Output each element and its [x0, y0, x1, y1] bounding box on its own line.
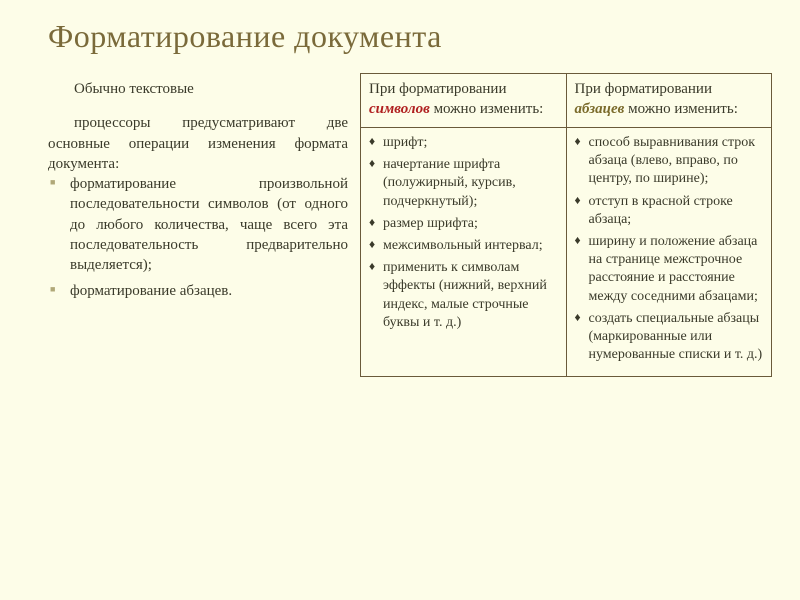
hdr-text: можно изменить:: [430, 101, 544, 117]
keyword-paragraphs: абзацев: [575, 101, 625, 117]
content-row: Обычно текстовые процессоры предусматрив…: [48, 73, 772, 377]
formatting-table: При форматировании символов можно измени…: [360, 73, 772, 377]
hdr-text: можно изменить:: [624, 101, 738, 117]
body-cell-symbols: шрифт; начертание шрифта (полужирный, ку…: [361, 128, 567, 377]
table-wrap: При форматировании символов можно измени…: [360, 73, 772, 377]
slide: Форматирование документа Обычно текстовы…: [0, 0, 800, 397]
intro-line1: Обычно текстовые: [48, 79, 348, 99]
table-row: шрифт; начертание шрифта (полужирный, ку…: [361, 128, 772, 377]
hdr-text: При форматировании: [369, 81, 506, 97]
paragraphs-list: способ выравнивания строк абзаца (влево,…: [575, 134, 764, 364]
list-item: форматирование произвольной последовател…: [48, 174, 348, 275]
intro-block: Обычно текстовые: [48, 79, 348, 99]
page-title: Форматирование документа: [48, 18, 772, 55]
list-item: создать специальные абзацы (маркированны…: [575, 310, 764, 365]
list-item: шрифт;: [369, 134, 558, 152]
hdr-text: При форматировании: [575, 81, 712, 97]
header-cell-paragraphs: При форматировании абзацев можно изменит…: [566, 74, 772, 128]
list-item: отступ в красной строке абзаца;: [575, 193, 764, 229]
list-item: способ выравнивания строк абзаца (влево,…: [575, 134, 764, 189]
symbols-list: шрифт; начертание шрифта (полужирный, ку…: [369, 134, 558, 332]
intro-paragraph: процессоры предусматривают две основные …: [48, 113, 348, 174]
left-column: Обычно текстовые процессоры предусматрив…: [48, 73, 348, 377]
body-cell-paragraphs: способ выравнивания строк абзаца (влево,…: [566, 128, 772, 377]
list-item: межсимвольный интервал;: [369, 237, 558, 255]
left-bullets: форматирование произвольной последовател…: [48, 174, 348, 302]
list-item: ширину и положение абзаца на странице ме…: [575, 233, 764, 306]
header-cell-symbols: При форматировании символов можно измени…: [361, 74, 567, 128]
keyword-symbols: символов: [369, 101, 430, 117]
list-item: применить к символам эффекты (нижний, ве…: [369, 259, 558, 332]
intro-para-text: процессоры предусматривают две основные …: [48, 115, 348, 172]
table-row: При форматировании символов можно измени…: [361, 74, 772, 128]
list-item: форматирование абзацев.: [48, 281, 348, 301]
list-item: размер шрифта;: [369, 215, 558, 233]
list-item: начертание шрифта (полужирный, курсив, п…: [369, 156, 558, 211]
